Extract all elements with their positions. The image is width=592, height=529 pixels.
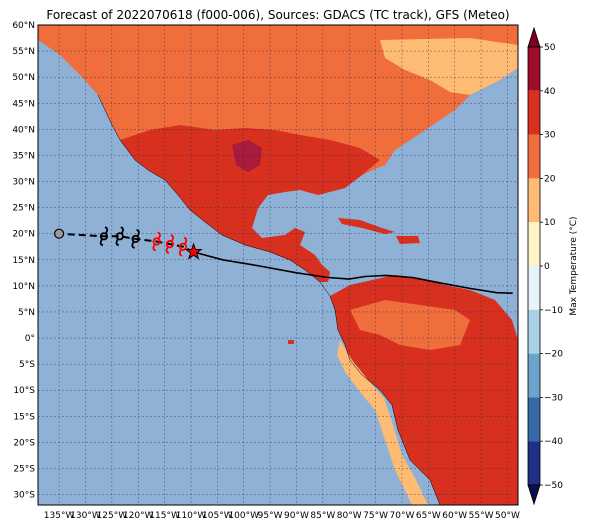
colorbar-band (528, 222, 540, 266)
lon-tick-label: 115°W (149, 511, 180, 521)
lat-tick-label: 50°N (12, 73, 35, 83)
lon-tick-label: 100°W (228, 511, 259, 521)
colorbar-tick-label: 20 (544, 174, 556, 184)
lat-tick-label: 10°N (12, 282, 35, 292)
lon-tick-label: 65°W (416, 511, 441, 521)
lon-tick-label: 80°W (337, 511, 362, 521)
colorbar-band (528, 134, 540, 179)
storm-symbol-observed (165, 234, 175, 255)
colorbar-label: Max Temperature (°C) (569, 216, 579, 315)
colorbar-tick-label: 10 (544, 218, 556, 228)
storm-symbol-observed (152, 231, 161, 252)
lat-tick-label: 25°S (13, 464, 35, 474)
colorbar-tick-label: 40 (544, 87, 556, 97)
current-position-star (184, 242, 203, 260)
land-north-america-hot (120, 125, 380, 282)
colorbar-tick-label: −50 (544, 481, 563, 491)
lat-tick-label: 0° (25, 334, 35, 344)
lon-tick-label: 135°W (44, 511, 75, 521)
map-frame (37, 24, 519, 506)
land-texas-very-hot (232, 140, 262, 172)
storm-symbol-forecast (131, 229, 140, 249)
land-hispaniola (396, 236, 420, 244)
storm-symbol-forecast (115, 226, 124, 247)
tc-track-line (193, 251, 513, 294)
storm-symbol-forecast (99, 226, 109, 247)
colorbar-band (528, 309, 540, 354)
colorbar-tick-label: 30 (544, 131, 556, 141)
coastline-hint (97, 94, 441, 505)
colorbar-band (528, 353, 540, 398)
colorbar-tick-label: −30 (544, 393, 563, 403)
lat-tick-label: 20°S (13, 438, 35, 448)
lon-tick-label: 85°W (310, 511, 335, 521)
land-galapagos (288, 340, 294, 344)
colorbar-tick-label: 50 (544, 43, 556, 53)
lon-tick-label: 50°W (495, 511, 520, 521)
lat-tick-label: 30°N (12, 178, 35, 188)
lon-tick-label: 105°W (202, 511, 233, 521)
lon-tick-label: 95°W (258, 511, 283, 521)
lat-tick-label: 10°S (13, 386, 35, 396)
land-cuba (338, 218, 395, 234)
lon-tick-label: 60°W (442, 511, 467, 521)
longitude-tick-labels: 135°W130°W125°W120°W115°W110°W105°W100°W… (44, 511, 520, 521)
colorbar-band (528, 47, 540, 91)
lat-tick-label: 5°N (18, 308, 35, 318)
lon-tick-label: 110°W (176, 511, 207, 521)
lat-tick-label: 5°S (19, 360, 35, 370)
land-andes-mild (337, 340, 428, 505)
colorbar-band (528, 90, 540, 135)
lon-tick-label: 125°W (97, 511, 128, 521)
figure-title: Forecast of 2022070618 (f000-006), Sourc… (46, 8, 510, 22)
land-north-america-mild (380, 38, 518, 95)
colorbar-tick-label: 0 (544, 262, 550, 272)
colorbar-extend-max (527, 26, 541, 48)
colorbar: 50 40 30 20 10 0 −10 −20 −30 −40 −50 (527, 26, 563, 506)
track-end-circle (53, 228, 65, 239)
colorbar-band (528, 441, 540, 485)
graticule (38, 25, 518, 505)
lon-tick-label: 120°W (123, 511, 154, 521)
lon-tick-label: 70°W (390, 511, 415, 521)
lon-tick-label: 130°W (70, 511, 101, 521)
lon-tick-label: 55°W (469, 511, 494, 521)
colorbar-band (528, 397, 540, 442)
lon-tick-label: 75°W (363, 511, 388, 521)
lon-tick-label: 90°W (284, 511, 309, 521)
colorbar-extend-min (527, 484, 541, 506)
lat-tick-label: 25°N (12, 204, 35, 214)
storm-symbol-observed (178, 236, 188, 257)
lat-tick-label: 40°N (12, 125, 35, 135)
lat-tick-label: 35°N (12, 151, 35, 161)
colorbar-band (528, 266, 540, 310)
tc-track-markers (53, 226, 203, 260)
lat-tick-label: 45°N (12, 99, 35, 109)
land-south-america-warm (350, 300, 470, 350)
colorbar-band (528, 178, 540, 223)
lat-tick-label: 60°N (12, 21, 35, 31)
colorbar-tick-label: −10 (544, 306, 563, 316)
latitude-tick-labels: 60°N 55°N 50°N 45°N 40°N 35°N 30°N 25°N 20°N 15°N… (12, 21, 35, 501)
lat-tick-label: 55°N (12, 47, 35, 57)
lat-tick-label: 30°S (13, 491, 35, 501)
lat-tick-label: 15°S (13, 412, 35, 422)
colorbar-tick-label: −20 (544, 350, 563, 360)
lat-tick-label: 20°N (12, 230, 35, 240)
colorbar-tick-label: −40 (544, 437, 563, 447)
lat-tick-label: 15°N (12, 256, 35, 266)
